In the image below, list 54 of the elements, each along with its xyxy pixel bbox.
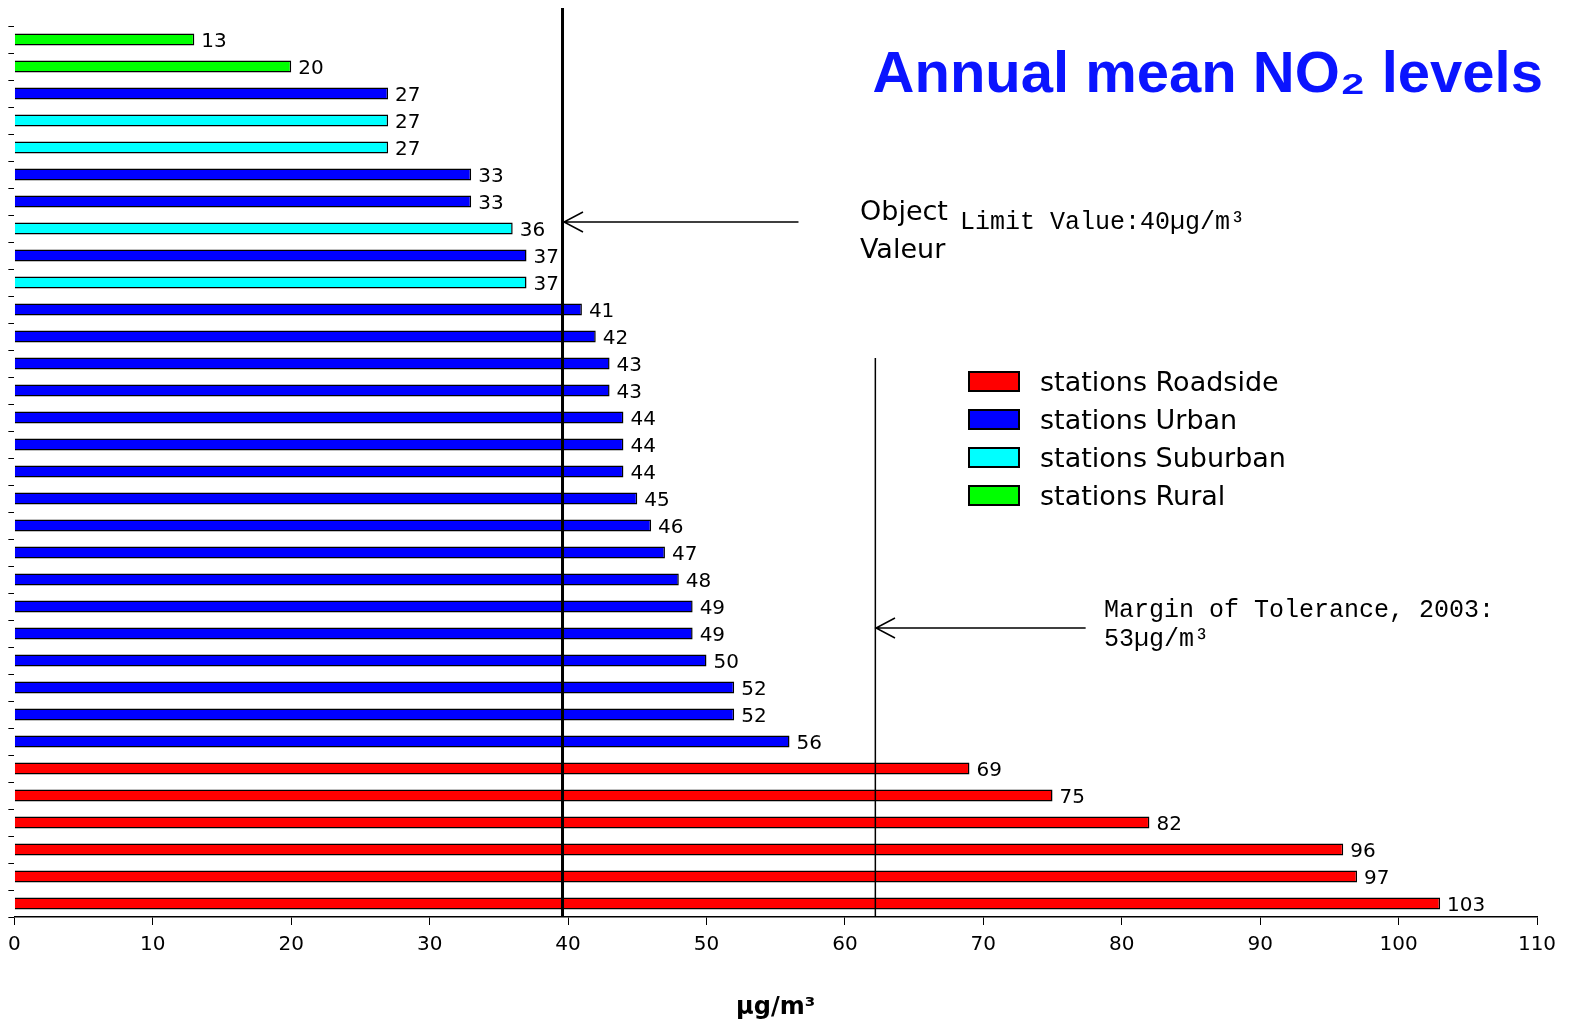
data-label: 41: [588, 297, 615, 322]
data-label: 97: [1364, 864, 1390, 889]
data-label: 52: [741, 675, 767, 700]
data-label: 43: [616, 351, 643, 376]
annotation: Limit Value:40µg/m³: [960, 208, 1246, 237]
data-label: 49: [699, 594, 726, 619]
data-label: 96: [1350, 837, 1376, 862]
x-tick-label: 0: [8, 931, 21, 956]
x-tick-label: 20: [278, 931, 304, 956]
legend-label: stations Urban: [1040, 403, 1238, 435]
legend-label: stations Roadside: [1040, 365, 1279, 397]
x-tick-label: 10: [140, 931, 166, 956]
data-label: 37: [533, 270, 559, 295]
legend-label: stations Suburban: [1040, 441, 1286, 473]
data-label: 43: [616, 378, 643, 403]
data-label: 44: [630, 405, 656, 430]
x-tick-label: 80: [1109, 931, 1135, 956]
data-label: 49: [699, 621, 726, 646]
data-label: 27: [395, 108, 421, 133]
data-label: 33: [478, 162, 504, 187]
annotation: Object Valeur: [860, 194, 948, 266]
data-label: 33: [478, 189, 504, 214]
x-tick-label: 50: [693, 931, 720, 956]
data-label: 27: [395, 81, 421, 106]
data-label: 27: [395, 135, 421, 160]
data-label: 82: [1156, 810, 1182, 835]
data-label: 46: [658, 513, 684, 538]
data-label: 37: [533, 243, 559, 268]
data-label: 56: [796, 729, 822, 754]
text: Annual mean NO₂ levels: [872, 38, 1543, 105]
data-label: 45: [644, 486, 670, 511]
data-label: 42: [602, 324, 629, 349]
data-label: 52: [741, 702, 767, 727]
x-tick-label: 60: [832, 931, 858, 956]
data-label: 50: [713, 648, 739, 673]
data-label: 69: [976, 756, 1002, 781]
data-label: 44: [630, 432, 656, 457]
data-label: 13: [201, 27, 227, 52]
x-tick-label: 30: [416, 931, 443, 956]
data-label: 36: [519, 216, 546, 241]
data-label: 48: [685, 567, 712, 592]
x-tick-label: 90: [1247, 931, 1273, 956]
x-tick-label: 110: [1517, 931, 1557, 956]
x-tick-label: 100: [1379, 931, 1418, 956]
data-label: 103: [1447, 891, 1486, 916]
data-label: 75: [1059, 783, 1085, 808]
x-tick-label: 40: [555, 931, 581, 956]
data-label: 20: [298, 54, 324, 79]
x-axis-title: µg/m³: [736, 992, 816, 1020]
data-label: 44: [630, 459, 656, 484]
data-label: 47: [671, 540, 698, 565]
x-tick-label: 70: [970, 931, 997, 956]
annotation: Margin of Tolerance, 2003: 53µg/m³: [1104, 596, 1496, 654]
legend-label: stations Rural: [1040, 479, 1226, 511]
